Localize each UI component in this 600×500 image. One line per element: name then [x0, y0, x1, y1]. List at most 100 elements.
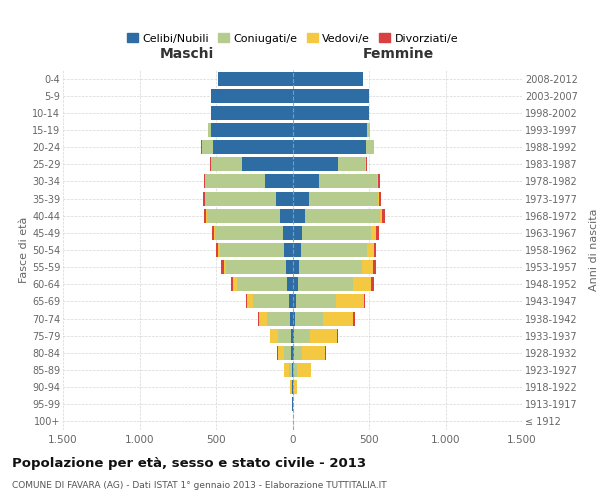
- Bar: [294, 380, 297, 394]
- Bar: [293, 123, 367, 137]
- Bar: [367, 123, 370, 137]
- Bar: [293, 380, 294, 394]
- Bar: [293, 106, 369, 120]
- Bar: [293, 158, 338, 172]
- Bar: [353, 278, 371, 291]
- Bar: [305, 208, 380, 222]
- Bar: [376, 226, 379, 240]
- Bar: [233, 278, 236, 291]
- Bar: [290, 312, 293, 326]
- Bar: [259, 312, 267, 326]
- Bar: [246, 294, 247, 308]
- Bar: [289, 294, 293, 308]
- Bar: [242, 158, 293, 172]
- Bar: [302, 346, 325, 360]
- Bar: [337, 328, 338, 342]
- Bar: [380, 208, 382, 222]
- Bar: [378, 174, 380, 188]
- Bar: [297, 363, 311, 377]
- Bar: [310, 328, 337, 342]
- Bar: [292, 363, 293, 377]
- Bar: [373, 260, 376, 274]
- Bar: [291, 380, 292, 394]
- Bar: [283, 226, 293, 240]
- Bar: [293, 88, 369, 102]
- Bar: [284, 363, 289, 377]
- Bar: [353, 312, 355, 326]
- Bar: [278, 346, 284, 360]
- Bar: [284, 243, 293, 257]
- Bar: [293, 226, 302, 240]
- Bar: [230, 278, 233, 291]
- Bar: [204, 208, 206, 222]
- Bar: [371, 226, 376, 240]
- Bar: [293, 192, 310, 205]
- Legend: Celibi/Nubili, Coniugati/e, Vedovi/e, Divorziati/e: Celibi/Nubili, Coniugati/e, Vedovi/e, Di…: [122, 29, 463, 48]
- Bar: [299, 260, 362, 274]
- Bar: [367, 243, 374, 257]
- Bar: [286, 260, 293, 274]
- Bar: [294, 346, 302, 360]
- Bar: [207, 208, 280, 222]
- Bar: [202, 140, 213, 154]
- Bar: [205, 174, 265, 188]
- Text: COMUNE DI FAVARA (AG) - Dati ISTAT 1° gennaio 2013 - Elaborazione TUTTITALIA.IT: COMUNE DI FAVARA (AG) - Dati ISTAT 1° ge…: [12, 481, 386, 490]
- Bar: [293, 312, 295, 326]
- Y-axis label: Fasce di età: Fasce di età: [19, 217, 29, 283]
- Bar: [293, 174, 319, 188]
- Bar: [211, 106, 293, 120]
- Bar: [293, 278, 298, 291]
- Bar: [218, 72, 293, 86]
- Bar: [287, 278, 293, 291]
- Bar: [293, 294, 296, 308]
- Bar: [226, 260, 286, 274]
- Bar: [284, 346, 291, 360]
- Y-axis label: Anni di nascita: Anni di nascita: [589, 209, 599, 291]
- Bar: [336, 294, 364, 308]
- Bar: [212, 226, 214, 240]
- Bar: [371, 278, 374, 291]
- Bar: [205, 192, 275, 205]
- Bar: [382, 208, 385, 222]
- Bar: [253, 294, 289, 308]
- Bar: [247, 294, 253, 308]
- Bar: [280, 208, 293, 222]
- Bar: [265, 174, 293, 188]
- Bar: [211, 158, 242, 172]
- Bar: [211, 88, 293, 102]
- Bar: [293, 243, 301, 257]
- Bar: [211, 123, 293, 137]
- Bar: [224, 260, 226, 274]
- Text: Maschi: Maschi: [160, 47, 214, 61]
- Bar: [293, 346, 294, 360]
- Bar: [296, 294, 336, 308]
- Bar: [278, 328, 290, 342]
- Bar: [293, 140, 366, 154]
- Bar: [293, 72, 363, 86]
- Bar: [221, 260, 224, 274]
- Bar: [310, 192, 378, 205]
- Bar: [236, 278, 287, 291]
- Bar: [204, 174, 205, 188]
- Bar: [338, 158, 365, 172]
- Bar: [378, 192, 379, 205]
- Bar: [293, 208, 305, 222]
- Bar: [270, 328, 278, 342]
- Bar: [289, 363, 292, 377]
- Bar: [301, 243, 367, 257]
- Text: Femmine: Femmine: [362, 47, 434, 61]
- Bar: [366, 140, 374, 154]
- Bar: [377, 174, 378, 188]
- Bar: [213, 140, 293, 154]
- Bar: [295, 312, 323, 326]
- Bar: [203, 192, 205, 205]
- Bar: [364, 294, 365, 308]
- Bar: [319, 174, 377, 188]
- Text: Popolazione per età, sesso e stato civile - 2013: Popolazione per età, sesso e stato civil…: [12, 458, 366, 470]
- Bar: [290, 380, 291, 394]
- Bar: [365, 158, 367, 172]
- Bar: [218, 243, 220, 257]
- Bar: [275, 192, 293, 205]
- Bar: [216, 243, 218, 257]
- Bar: [267, 312, 290, 326]
